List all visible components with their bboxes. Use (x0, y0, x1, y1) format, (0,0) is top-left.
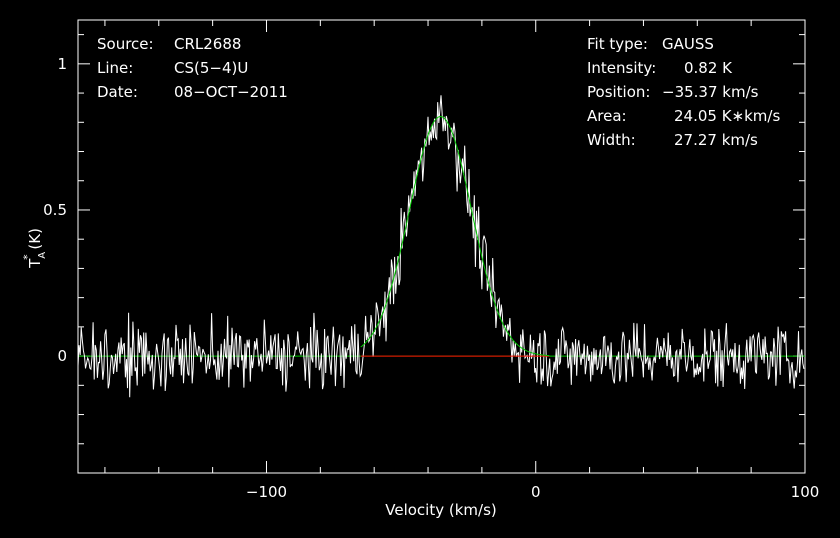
date-value: 08−OCT−2011 (174, 83, 288, 101)
area-value: 24.05 K∗km/s (674, 107, 780, 125)
date-label: Date: (97, 83, 138, 101)
intensity-value: 0.82 K (684, 59, 733, 77)
x-tick-label: 100 (791, 483, 820, 501)
source-value: CRL2688 (174, 35, 241, 53)
x-tick-label: −100 (246, 483, 287, 501)
source-label: Source: (97, 35, 154, 53)
fit-type-value: GAUSS (662, 35, 714, 53)
svg-text:TA* (K): TA* (K) (21, 228, 48, 269)
y-tick-label: 1 (57, 55, 67, 73)
tick-labels: −100 0 100 0 0.5 1 (43, 55, 819, 501)
line-label: Line: (97, 59, 133, 77)
line-value: CS(5−4)U (174, 59, 248, 77)
intensity-label: Intensity: (587, 59, 656, 77)
width-value: 27.27 km/s (674, 131, 758, 149)
y-axis-label: TA* (K) (21, 228, 48, 269)
y-tick-label: 0 (57, 347, 67, 365)
fit-type-label: Fit type: (587, 35, 648, 53)
position-value: −35.37 km/s (662, 83, 759, 101)
gaussian-fit-line (360, 115, 550, 356)
x-axis-label: Velocity (km/s) (385, 501, 496, 519)
tick-group (78, 20, 806, 473)
width-label: Width: (587, 131, 636, 149)
x-tick-label: 0 (531, 483, 541, 501)
area-label: Area: (587, 107, 627, 125)
position-label: Position: (587, 83, 650, 101)
plot-frame (77, 19, 806, 474)
y-tick-label: 0.5 (43, 201, 67, 219)
info-right: Fit type: GAUSS Intensity: 0.82 K Positi… (587, 35, 780, 149)
info-left: Source: CRL2688 Line: CS(5−4)U Date: 08−… (97, 35, 288, 101)
spectrum-line (77, 95, 805, 398)
